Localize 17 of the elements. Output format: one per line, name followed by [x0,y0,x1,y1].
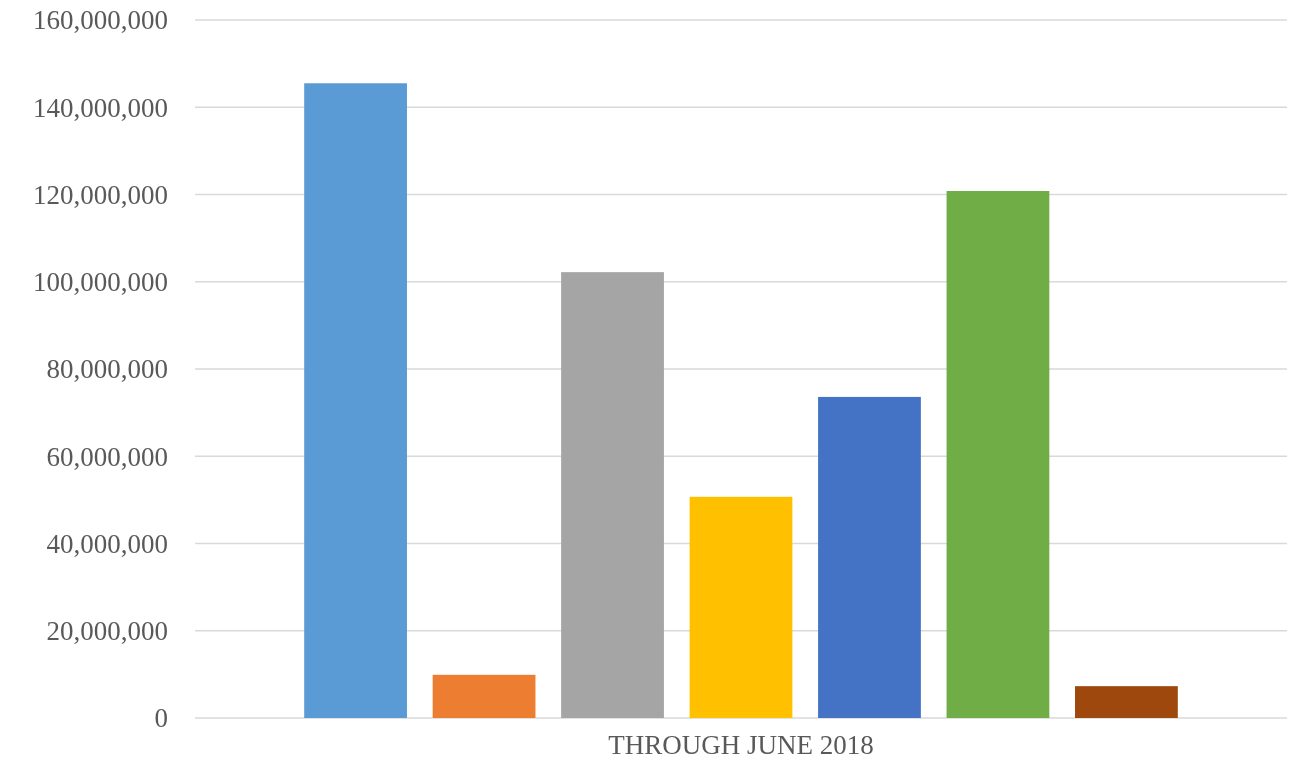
y-tick-label: 60,000,000 [46,441,168,472]
y-tick-label: 120,000,000 [33,179,168,210]
bar [818,396,921,718]
y-tick-label: 140,000,000 [33,92,168,123]
bar [689,496,793,718]
y-tick-label: 0 [154,703,168,734]
y-tick-label: 40,000,000 [46,528,168,559]
bar [1075,686,1178,718]
bar [946,191,1050,718]
bar [432,674,536,718]
x-tick-label: THROUGH JUNE 2018 [608,730,874,760]
bar [561,272,664,718]
y-tick-label: 160,000,000 [33,5,168,36]
y-tick-label: 80,000,000 [46,354,168,385]
y-tick-label: 20,000,000 [46,616,168,647]
bar [304,83,407,718]
y-tick-label: 100,000,000 [33,267,168,298]
